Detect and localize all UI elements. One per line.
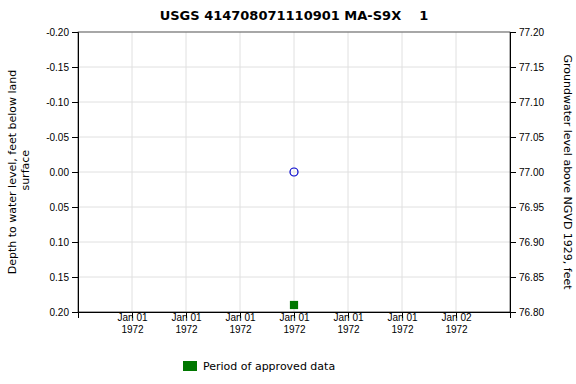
x-tick-label: Jan 011972 (225, 312, 255, 335)
x-axis: Jan 011972 Jan 011972 Jan 011972 Jan 011972… (79, 312, 511, 335)
y2-axis-tick-mark (510, 242, 516, 243)
y2-axis-title: Groundwater level above NGVD 1929, feet (561, 54, 574, 290)
y2-axis-tick-label: 77.05 (519, 132, 544, 143)
y2-axis-line (511, 33, 517, 313)
y2-axis-tick-label: 77.10 (519, 97, 544, 108)
y2-axis-tick-mark (510, 32, 516, 33)
x-tick: Jan 011972 (225, 312, 255, 335)
y2-axis-tick: 76.85 (510, 272, 544, 283)
y2-axis-tick: 76.90 (510, 237, 544, 248)
y-axis-tick: -0.15 (46, 62, 78, 73)
grid-line-x (348, 32, 349, 312)
y-axis-tick-mark (72, 312, 78, 313)
y2-axis-tick-label: 76.95 (519, 202, 544, 213)
series (290, 168, 298, 176)
y-axis-tick-label: 0.05 (50, 202, 70, 213)
series (291, 302, 298, 309)
y2-axis-tick: 76.80 (510, 307, 544, 318)
y2-axis-tick: 77.10 (510, 97, 544, 108)
x-tick: Jan 021972 (441, 312, 471, 335)
y-axis-tick-mark (72, 277, 78, 278)
x-tick: Jan 011972 (279, 312, 309, 335)
y-axis-tick: 0.00 (50, 167, 78, 178)
grid-line-x (132, 32, 133, 312)
marks (290, 168, 298, 309)
y2-axis-tick: 77.05 (510, 132, 544, 143)
y-axis-tick-label: 0.00 (50, 167, 70, 178)
y2-axis-tick-mark (510, 172, 516, 173)
y-axis-tick-mark (72, 172, 78, 173)
y-axis-tick: 0.15 (50, 272, 78, 283)
y-axis-tick-label: -0.10 (46, 97, 69, 108)
y-axis-tick-mark (72, 242, 78, 243)
y-axis-tick-label: -0.20 (46, 27, 69, 38)
grid (78, 32, 510, 312)
y2-axis-tick-label: 77.15 (519, 62, 544, 73)
grid-line-x (186, 32, 187, 312)
y2-axis-tick-mark (510, 67, 516, 68)
y2-axis-tick-mark (510, 312, 516, 313)
x-tick: Jan 011972 (117, 312, 147, 335)
x-tick: Jan 011972 (387, 312, 417, 335)
legend-swatch (183, 361, 197, 371)
y2-axis-tick-label: 76.85 (519, 272, 544, 283)
y2-axis-tick-mark (510, 207, 516, 208)
y-axis-tick-label: -0.05 (46, 132, 69, 143)
y-axis-tick-mark (72, 137, 78, 138)
y2-axis-tick: 77.15 (510, 62, 544, 73)
y-axis-tick: -0.20 (46, 27, 78, 38)
y-axis-tick-label: 0.20 (50, 307, 70, 318)
y-axis-tick-label: 0.10 (50, 237, 70, 248)
y2-axis-tick: 77.00 (510, 167, 544, 178)
x-tick-label: Jan 021972 (441, 312, 471, 335)
y-axis-tick-mark (72, 67, 78, 68)
grid-line-x (402, 32, 403, 312)
point (290, 168, 298, 176)
y2-axis-tick-label: 76.80 (519, 307, 544, 318)
y2-axis-tick-mark (510, 102, 516, 103)
legend: Period of approved data (183, 360, 335, 373)
y-axis-tick-label: 0.15 (50, 272, 70, 283)
y2-axis-tick: 76.95 (510, 202, 544, 213)
x-tick-label: Jan 011972 (279, 312, 309, 335)
x-tick-label: Jan 011972 (171, 312, 201, 335)
y-axis-tick-mark (72, 32, 78, 33)
y2-axis-tick-label: 77.00 (519, 167, 544, 178)
x-tick-label: Jan 011972 (117, 312, 147, 335)
x-tick: Jan 011972 (333, 312, 363, 335)
y-axis-tick-mark (72, 207, 78, 208)
y-axis: -0.20 -0.15 -0.10 -0.05 0.00 0.05 0.10 0.15 0.20 (46, 27, 78, 318)
y2-axis-tick-label: 77.20 (519, 27, 544, 38)
x-tick-label: Jan 011972 (333, 312, 363, 335)
y2-axis-tick-mark (510, 277, 516, 278)
y2-axis-tick-mark (510, 137, 516, 138)
grid-line-x (456, 32, 457, 312)
x-tick-label: Jan 011972 (387, 312, 417, 335)
y-axis-tick: 0.05 (50, 202, 78, 213)
y2-axis-tick: 77.20 (510, 27, 544, 38)
y-axis-tick: -0.10 (46, 97, 78, 108)
y2-axis-tick-label: 76.90 (519, 237, 544, 248)
y-axis-title: Depth to water level, feet below land su… (6, 70, 32, 275)
y-axis-tick-mark (72, 102, 78, 103)
y-axis-tick-label: -0.15 (46, 62, 69, 73)
title: USGS 414708071110901 MA-S9X 1 (160, 8, 429, 23)
y-axis-tick: 0.20 (50, 307, 78, 318)
chart: Jan 011972 Jan 011972 Jan 011972 Jan 011972… (0, 0, 576, 384)
y-axis-tick: 0.10 (50, 237, 78, 248)
y-axis-line (72, 33, 79, 313)
legend-label: Period of approved data (203, 360, 335, 373)
x-tick: Jan 011972 (171, 312, 201, 335)
grid-line-x (240, 32, 241, 312)
plot-area: Jan 011972 Jan 011972 Jan 011972 Jan 011972… (46, 27, 544, 335)
y2-axis: 77.20 77.15 77.10 77.05 77.00 76.95 76.90 76.85… (510, 27, 544, 318)
grid-line-x (294, 32, 295, 312)
point (291, 302, 298, 309)
plot-frame (78, 32, 510, 312)
y-axis-tick: -0.05 (46, 132, 78, 143)
